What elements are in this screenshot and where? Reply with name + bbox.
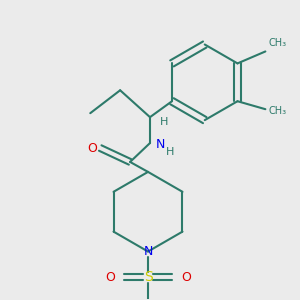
Text: S: S <box>144 270 152 284</box>
Text: O: O <box>181 271 191 284</box>
Text: N: N <box>143 245 153 258</box>
Text: CH₃: CH₃ <box>268 106 286 116</box>
Text: H: H <box>160 117 168 127</box>
Text: N: N <box>155 137 165 151</box>
Text: O: O <box>105 271 115 284</box>
Text: O: O <box>87 142 97 154</box>
Text: CH₃: CH₃ <box>268 38 286 49</box>
Text: H: H <box>166 147 174 157</box>
